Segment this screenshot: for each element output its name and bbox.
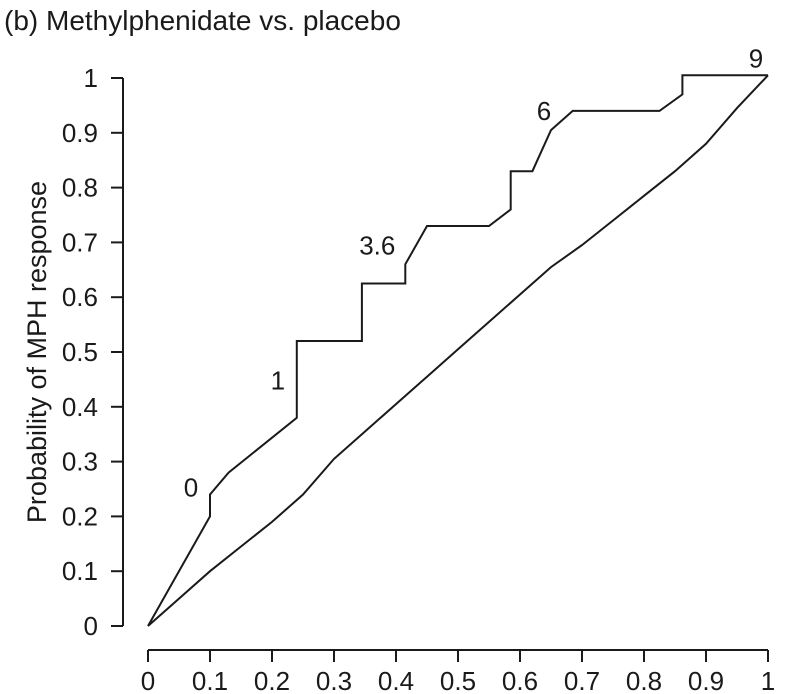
x-tick-label: 0.4 [378, 666, 414, 694]
x-axis-ticks: 0 0.1 0.2 0.3 0.4 0.5 0.6 0.7 0.8 0.9 1 [141, 650, 775, 694]
point-label: 0 [184, 472, 198, 502]
y-tick-label: 0.1 [62, 556, 98, 586]
x-tick-label: 0.6 [502, 666, 538, 694]
x-tick-label: 0.5 [440, 666, 476, 694]
y-tick-label: 0.9 [62, 118, 98, 148]
y-axis-label: Probability of MPH response [22, 181, 52, 523]
annotation-layer: 0 1 3.6 6 9 [184, 43, 763, 502]
point-label: 6 [537, 96, 551, 126]
x-tick-label: 0.2 [254, 666, 290, 694]
x-tick-label: 1 [761, 666, 775, 694]
point-label: 3.6 [359, 230, 395, 260]
y-tick-label: 0.6 [62, 282, 98, 312]
series-line-2 [147, 74, 769, 627]
y-tick-label: 0.3 [62, 447, 98, 477]
chart-title: (b) Methylphenidate vs. placebo [4, 5, 401, 36]
y-tick-label: 1 [84, 63, 98, 93]
y-tick-label: 0.8 [62, 173, 98, 203]
y-tick-label: 0 [84, 611, 98, 641]
x-tick-label: 0.7 [564, 666, 600, 694]
x-tick-label: 0.8 [626, 666, 662, 694]
x-tick-label: 0.1 [192, 666, 228, 694]
y-tick-label: 0.5 [62, 337, 98, 367]
point-label: 1 [271, 365, 285, 395]
x-tick-label: 0.9 [688, 666, 724, 694]
point-label: 9 [749, 43, 763, 73]
y-axis-ticks: 0 0.1 0.2 0.3 0.4 0.5 0.6 0.7 0.8 0.9 1 [62, 63, 123, 641]
x-tick-label: 0 [141, 666, 155, 694]
series-layer [147, 74, 769, 627]
x-tick-label: 0.3 [316, 666, 352, 694]
series-line-1 [147, 74, 768, 627]
y-tick-label: 0.7 [62, 227, 98, 257]
y-tick-label: 0.2 [62, 501, 98, 531]
y-tick-label: 0.4 [62, 392, 98, 422]
